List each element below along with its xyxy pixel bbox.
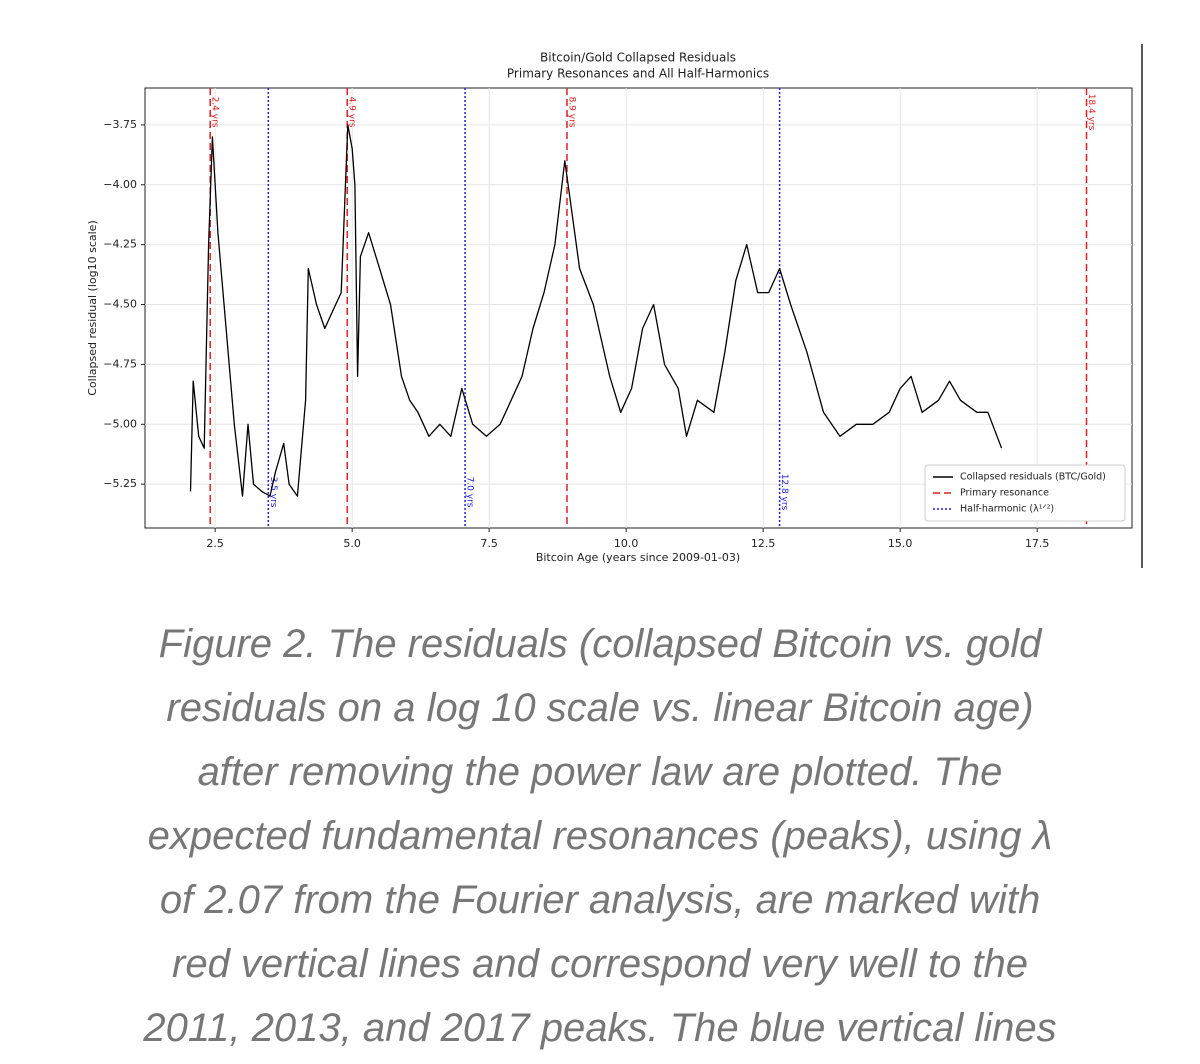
x-tick-label: 17.5: [1025, 537, 1050, 550]
x-tick-label: 5.0: [343, 537, 361, 550]
x-tick-label: 10.0: [614, 537, 639, 550]
caption-line: of 2.07 from the Fourier analysis, are m…: [159, 878, 1041, 922]
resonance-label: 7.0 yrs: [465, 477, 475, 508]
resonance-label: 2.4 yrs: [210, 97, 220, 128]
y-tick-label: −4.75: [103, 357, 137, 370]
caption-line: after removing the power law are plotted…: [197, 750, 1003, 794]
plot-frame: [144, 87, 1133, 529]
y-axis-label: Collapsed residual (log10 scale): [86, 220, 99, 396]
x-tick-label: 12.5: [751, 537, 776, 550]
resonance-label: 12.8 yrs: [779, 474, 789, 511]
caption: Figure 2. The residuals (collapsed Bitco…: [0, 612, 1200, 1060]
y-tick-label: −4.25: [103, 238, 137, 251]
residual-line: [189, 124, 1003, 497]
resonance-label: 3.5 yrs: [268, 477, 278, 508]
chart: Bitcoin/Gold Collapsed Residuals Primary…: [86, 44, 1143, 568]
resonance-label: 4.9 yrs: [347, 97, 357, 128]
legend-label: Half-harmonic (λ¹ᐟ²): [960, 504, 1054, 515]
caption-line: expected fundamental resonances (peaks),…: [147, 814, 1053, 858]
resonance-label: 18.4 yrs: [1086, 94, 1096, 131]
caption-line: Figure 2. The residuals (collapsed Bitco…: [158, 622, 1042, 666]
legend-label: Collapsed residuals (BTC/Gold): [960, 472, 1106, 483]
resonance-label: 8.9 yrs: [566, 97, 576, 128]
caption-line: residuals on a log 10 scale vs. linear B…: [166, 686, 1034, 730]
chart-title: Bitcoin/Gold Collapsed Residuals: [540, 51, 736, 65]
x-axis-label: Bitcoin Age (years since 2009-01-03): [536, 551, 740, 564]
y-tick-label: −3.75: [103, 118, 137, 131]
x-tick-label: 2.5: [206, 537, 224, 550]
caption-line: red vertical lines and correspond very w…: [172, 942, 1028, 986]
caption-line: 2011, 2013, and 2017 peaks. The blue ver…: [143, 1006, 1057, 1050]
y-tick-label: −4.50: [103, 298, 137, 311]
legend-box: [924, 464, 1126, 522]
x-tick-label: 15.0: [888, 537, 913, 550]
y-tick-label: −4.00: [103, 178, 137, 191]
y-tick-label: −5.00: [103, 417, 137, 430]
x-tick-label: 7.5: [480, 537, 498, 550]
chart-subtitle: Primary Resonances and All Half-Harmonic…: [507, 67, 769, 81]
y-tick-label: −5.25: [103, 477, 137, 490]
legend-label: Primary resonance: [960, 488, 1049, 499]
